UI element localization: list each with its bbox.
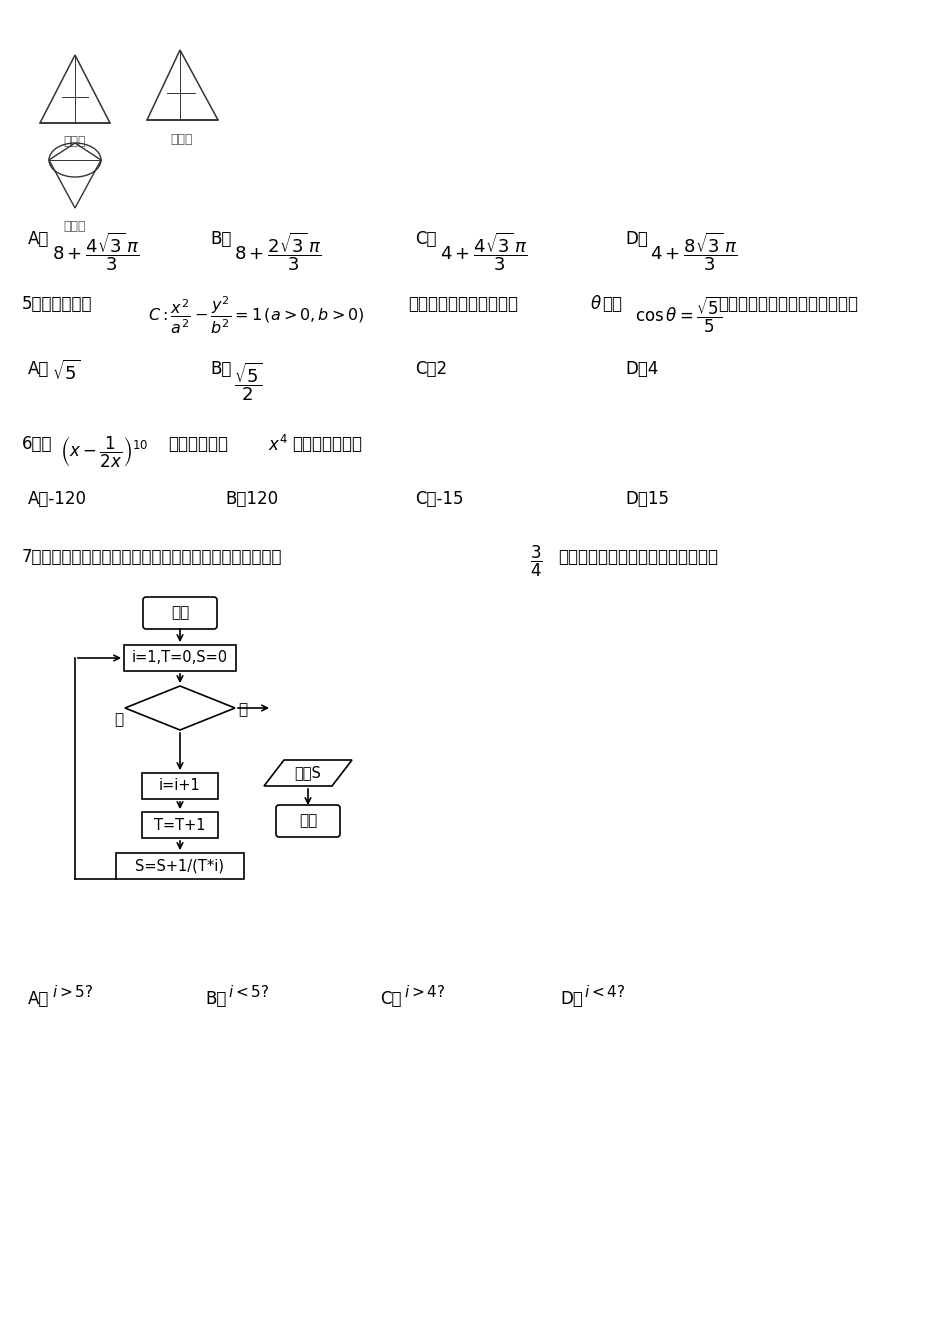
Text: A．: A． xyxy=(28,991,49,1008)
FancyBboxPatch shape xyxy=(116,853,244,879)
FancyBboxPatch shape xyxy=(143,597,217,629)
Text: $\dfrac{\sqrt{5}}{2}$: $\dfrac{\sqrt{5}}{2}$ xyxy=(234,360,262,403)
Text: $8+\dfrac{2\sqrt{3}\,\pi}{3}$: $8+\dfrac{2\sqrt{3}\,\pi}{3}$ xyxy=(234,230,321,273)
Text: A．: A． xyxy=(28,360,49,378)
FancyBboxPatch shape xyxy=(142,812,218,839)
Text: A．-120: A．-120 xyxy=(28,491,87,508)
Text: 是: 是 xyxy=(114,712,123,727)
Text: D．: D． xyxy=(560,991,583,1008)
Text: i=i+1: i=i+1 xyxy=(160,778,200,793)
Text: $i>5?$: $i>5?$ xyxy=(52,984,94,1000)
Text: $i<4?$: $i<4?$ xyxy=(584,984,626,1000)
Text: B．: B． xyxy=(210,360,232,378)
Text: $\left(x-\dfrac{1}{2x}\right)^{10}$: $\left(x-\dfrac{1}{2x}\right)^{10}$ xyxy=(60,435,148,470)
Text: B．: B． xyxy=(210,230,232,249)
Text: 开始: 开始 xyxy=(171,606,189,621)
Text: $\cos\theta=\dfrac{\sqrt{5}}{5}$: $\cos\theta=\dfrac{\sqrt{5}}{5}$ xyxy=(635,294,723,335)
Text: C．-15: C．-15 xyxy=(415,491,464,508)
Text: 的一条渐近线的倾斜角为: 的一条渐近线的倾斜角为 xyxy=(408,294,518,313)
Text: C．: C． xyxy=(380,991,402,1008)
Text: $x^4$: $x^4$ xyxy=(268,435,288,456)
Text: 正视图: 正视图 xyxy=(64,134,86,148)
Text: 5．已知双曲线: 5．已知双曲线 xyxy=(22,294,92,313)
Text: $4+\dfrac{4\sqrt{3}\,\pi}{3}$: $4+\dfrac{4\sqrt{3}\,\pi}{3}$ xyxy=(440,230,527,273)
Text: B．120: B．120 xyxy=(225,491,278,508)
Text: $\sqrt{5}$: $\sqrt{5}$ xyxy=(52,360,81,384)
Text: 7．一个算法的程序框图如图所示，若该程序输出的结果是: 7．一个算法的程序框图如图所示，若该程序输出的结果是 xyxy=(22,548,282,566)
Text: A．: A． xyxy=(28,230,49,249)
Text: D．: D． xyxy=(625,230,648,249)
Text: ，且: ，且 xyxy=(602,294,622,313)
Text: $8+\dfrac{4\sqrt{3}\,\pi}{3}$: $8+\dfrac{4\sqrt{3}\,\pi}{3}$ xyxy=(52,230,140,273)
Text: D．4: D．4 xyxy=(625,360,658,378)
Text: 俯视图: 俯视图 xyxy=(64,220,86,233)
Text: ，则判断框中应填入的条件是（　）: ，则判断框中应填入的条件是（ ） xyxy=(558,548,718,566)
FancyBboxPatch shape xyxy=(124,645,236,671)
Text: T=T+1: T=T+1 xyxy=(154,817,206,832)
Text: 的展开式中，: 的展开式中， xyxy=(168,435,228,453)
Text: C．: C． xyxy=(415,230,436,249)
Text: B．: B． xyxy=(205,991,226,1008)
Text: $C:\dfrac{x^2}{a^2}-\dfrac{y^2}{b^2}=1\,(a>0,b>0)$: $C:\dfrac{x^2}{a^2}-\dfrac{y^2}{b^2}=1\,… xyxy=(148,294,365,336)
Text: $\theta$: $\theta$ xyxy=(590,294,602,313)
Text: 侧视图: 侧视图 xyxy=(171,133,193,146)
FancyBboxPatch shape xyxy=(142,773,218,798)
Text: 6．在: 6．在 xyxy=(22,435,52,453)
Text: ，则该双曲线的离心率为（　）: ，则该双曲线的离心率为（ ） xyxy=(718,294,858,313)
Text: 的系数为（　）: 的系数为（ ） xyxy=(292,435,362,453)
Text: 否: 否 xyxy=(238,702,247,716)
Text: i=1,T=0,S=0: i=1,T=0,S=0 xyxy=(132,650,228,665)
Text: S=S+1/(T*i): S=S+1/(T*i) xyxy=(136,859,224,874)
Text: C．2: C．2 xyxy=(415,360,447,378)
Text: D．15: D．15 xyxy=(625,491,669,508)
FancyBboxPatch shape xyxy=(276,805,340,837)
Text: $\dfrac{3}{4}$: $\dfrac{3}{4}$ xyxy=(530,544,542,579)
Text: $i>4?$: $i>4?$ xyxy=(404,984,446,1000)
Text: 结束: 结束 xyxy=(299,813,317,828)
Text: $i<5?$: $i<5?$ xyxy=(228,984,270,1000)
Text: 输出S: 输出S xyxy=(294,766,321,781)
Text: $4+\dfrac{8\sqrt{3}\,\pi}{3}$: $4+\dfrac{8\sqrt{3}\,\pi}{3}$ xyxy=(650,230,737,273)
